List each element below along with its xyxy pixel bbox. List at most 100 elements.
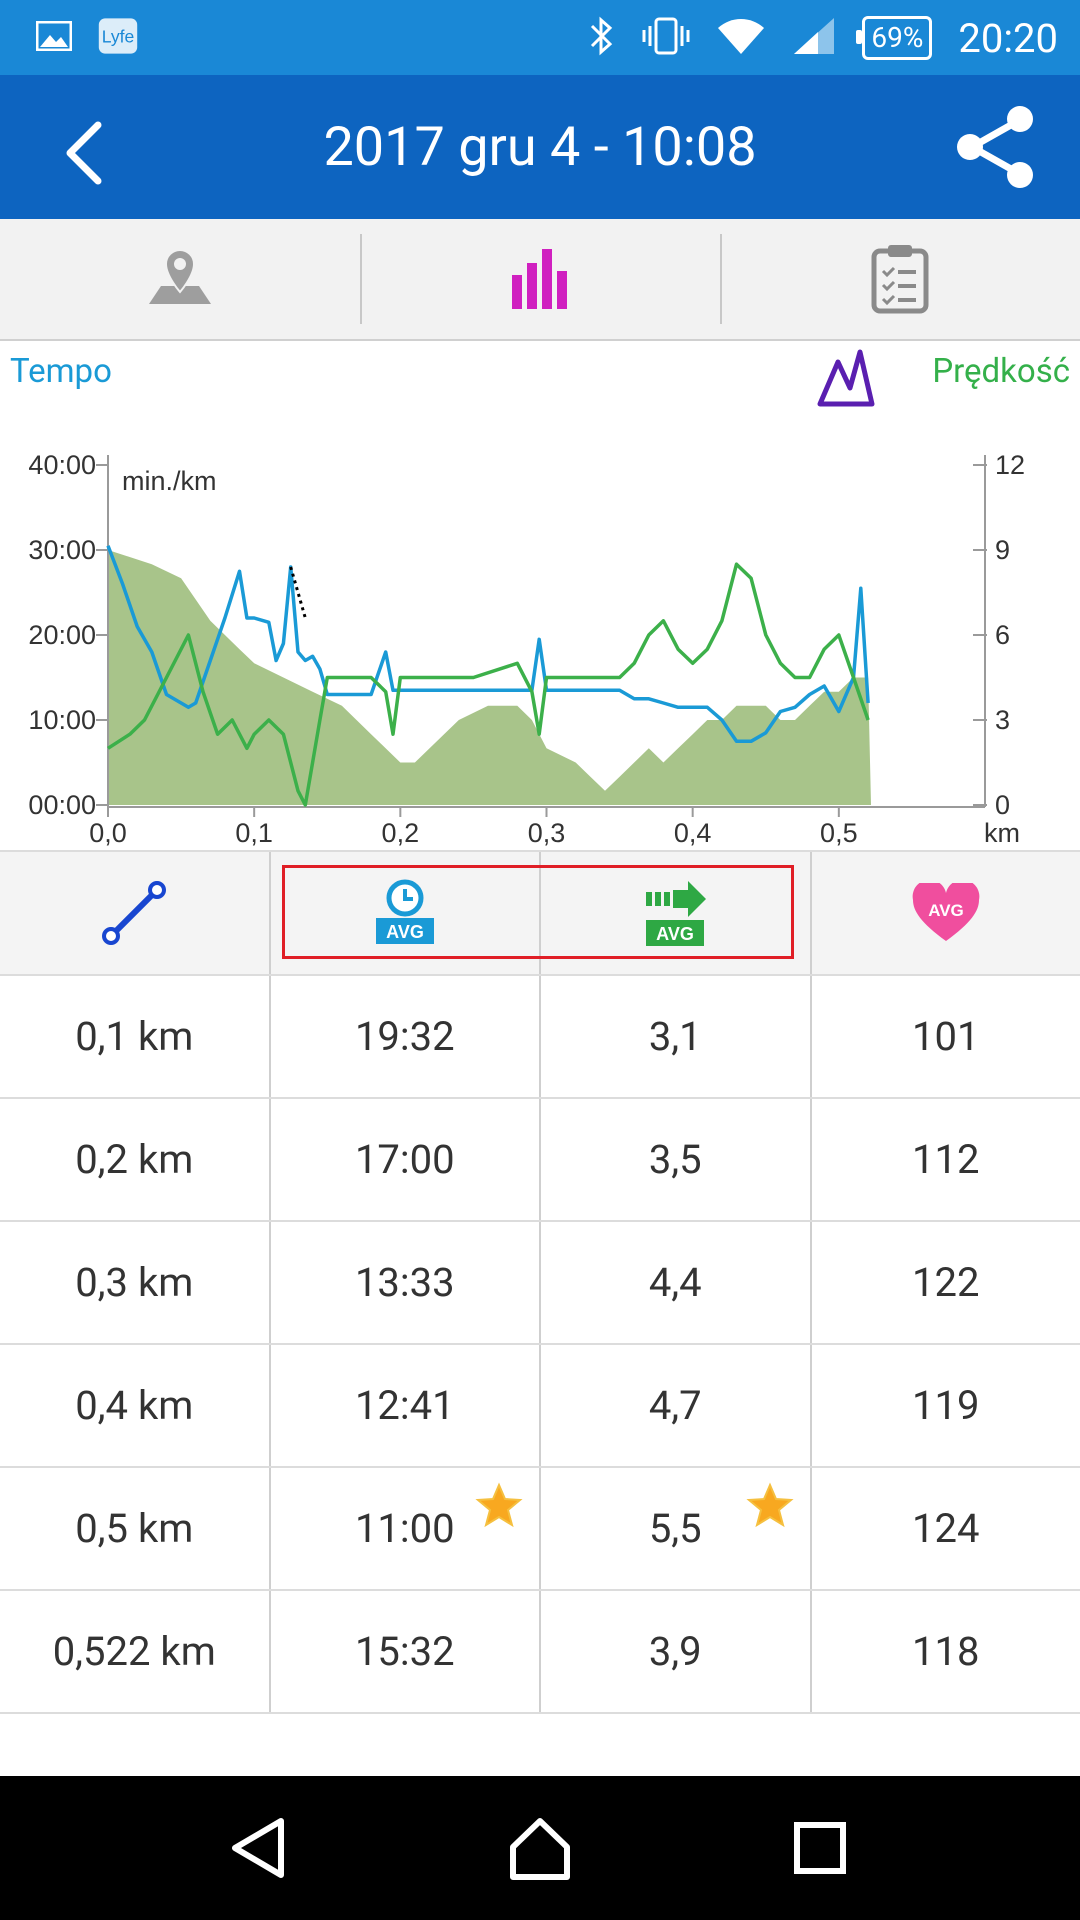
distance-cell: 0,522 km: [52, 1628, 216, 1675]
x-tick-label: 0,3: [528, 818, 566, 848]
wifi-icon: [716, 16, 766, 60]
app-bar: 2017 gru 4 - 10:08: [0, 75, 1080, 219]
recents-icon: [794, 1822, 846, 1874]
table-row[interactable]: 0,4 km 12:41 4,7 119: [0, 1345, 1080, 1468]
table-row[interactable]: 0,2 km 17:00 3,5 112: [0, 1099, 1080, 1222]
speed-value: 5,5: [648, 1505, 702, 1552]
nav-back-button[interactable]: [210, 1798, 310, 1898]
share-icon: [957, 106, 1033, 188]
speed-cell: 3,9: [539, 1591, 810, 1712]
table-row[interactable]: 0,522 km 15:32 3,9 118: [0, 1591, 1080, 1714]
heart-rate-cell: 124: [809, 1468, 1080, 1589]
x-tick-label: 0,1: [235, 818, 273, 848]
unit-label: min./km: [122, 466, 217, 496]
distance-cell: 0,4 km: [75, 1382, 194, 1429]
back-button[interactable]: [48, 111, 128, 191]
heart-rate-cell: 118: [809, 1591, 1080, 1712]
pace-cell: 17:00: [268, 1099, 540, 1220]
splits-table: AVG AVG AVG 0,1 km 19:32 3,1 101 0,2: [0, 850, 1080, 1714]
avg-speed-column-header[interactable]: AVG: [539, 852, 810, 974]
battery-indicator: 69%: [856, 16, 933, 60]
distance-cell: 0,3 km: [75, 1259, 194, 1306]
right-tick-label: 9: [995, 535, 1010, 565]
vibrate-icon: [642, 16, 690, 60]
pace-cell: 13:33: [268, 1222, 540, 1343]
pace-value: 11:00: [354, 1505, 455, 1552]
x-tick-label: 0,0: [89, 818, 127, 848]
x-tick-label: 0,5: [820, 818, 858, 848]
elevation-area: [108, 550, 871, 805]
clock: 20:20: [958, 14, 1058, 62]
avg-pace-column-header[interactable]: AVG: [268, 852, 540, 974]
x-tick-label: 0,4: [674, 818, 712, 848]
tab-summary[interactable]: [720, 219, 1080, 339]
bluetooth-icon: [588, 16, 616, 60]
avg-heart-rate-column-header[interactable]: AVG: [809, 852, 1080, 974]
left-tick-label: 20:00: [28, 620, 96, 650]
page-title: 2017 gru 4 - 10:08: [323, 116, 757, 179]
left-tick-label: 40:00: [28, 450, 96, 480]
chart-panel: 00:00 10:00 20:00 30:00 40:00 0 3 6 9 12 0,0 0,1 0,2…: [0, 340, 1080, 850]
table-row[interactable]: 0,1 km 19:32 3,1 101: [0, 976, 1080, 1099]
heart-rate-cell: 119: [809, 1345, 1080, 1466]
map-pin-icon: [149, 248, 211, 304]
mountain-icon: [817, 349, 875, 407]
pace-cell: 19:32: [268, 976, 540, 1097]
right-tick-label: 3: [995, 705, 1010, 735]
distance-cell: 0,1 km: [75, 1013, 194, 1060]
right-tick-label: 6: [995, 620, 1010, 650]
table-header: AVG AVG AVG: [0, 850, 1080, 976]
right-tick-label: 0: [995, 790, 1010, 820]
pace-speed-chart: 00:00 10:00 20:00 30:00 40:00 0 3 6 9 12 0,0 0,1 0,2…: [28, 450, 1025, 848]
lifestyle-app-icon: Lyfe: [98, 14, 138, 58]
speed-cell: 3,1: [539, 976, 810, 1097]
speed-legend-label[interactable]: Prędkość: [932, 352, 1070, 391]
bar-chart-icon: [512, 249, 567, 309]
home-icon: [510, 1818, 570, 1880]
x-tick-label: 0,2: [382, 818, 420, 848]
table-row[interactable]: 0,5 km 11:00 5,5 124: [0, 1468, 1080, 1591]
avg-heart-icon: AVG: [912, 883, 980, 941]
heart-rate-cell: 112: [809, 1099, 1080, 1220]
left-tick-label: 00:00: [28, 790, 96, 820]
signal-icon: [792, 16, 836, 60]
speed-cell: 4,7: [539, 1345, 810, 1466]
avg-badge-text: AVG: [386, 922, 424, 942]
tab-map[interactable]: [0, 219, 360, 339]
system-nav-bar: [0, 1776, 1080, 1920]
pace-cell: 15:32: [268, 1591, 540, 1712]
speed-cell: 3,5: [539, 1099, 810, 1220]
tempo-gap-dotted-line: [289, 566, 307, 619]
distance-cell: 0,5 km: [75, 1505, 194, 1552]
right-tick-label: 12: [995, 450, 1025, 480]
nav-home-button[interactable]: [490, 1798, 590, 1898]
distance-icon: [102, 881, 167, 945]
speed-line: [107, 562, 870, 807]
avg-badge-text: AVG: [656, 924, 694, 944]
tempo-legend-label[interactable]: Tempo: [10, 352, 112, 391]
back-icon: [232, 1818, 284, 1878]
heart-rate-cell: 122: [809, 1222, 1080, 1343]
avg-badge-text: AVG: [928, 901, 964, 920]
distance-cell: 0,2 km: [75, 1136, 194, 1183]
tab-charts[interactable]: [360, 219, 720, 339]
avg-time-icon: AVG: [375, 879, 434, 944]
chevron-left-icon: [66, 121, 102, 185]
nav-recents-button[interactable]: [770, 1798, 870, 1898]
speed-cell: 4,4: [539, 1222, 810, 1343]
gallery-icon: [34, 14, 74, 58]
share-button[interactable]: [948, 99, 1044, 195]
pace-cell: 12:41: [268, 1345, 540, 1466]
pace-cell: 11:00: [268, 1468, 540, 1589]
status-bar: Lyfe 69% 20:20: [0, 0, 1080, 75]
x-axis-label: km: [984, 818, 1020, 848]
clipboard-list-icon: [871, 245, 929, 314]
svg-text:Lyfe: Lyfe: [102, 26, 135, 46]
distance-column-header[interactable]: [0, 852, 269, 974]
elevation-toggle[interactable]: [816, 348, 876, 412]
table-row[interactable]: 0,3 km 13:33 4,4 122: [0, 1222, 1080, 1345]
tab-bar: [0, 219, 1080, 341]
heart-rate-cell: 101: [809, 976, 1080, 1097]
left-tick-label: 30:00: [28, 535, 96, 565]
star-icon: [745, 1482, 794, 1528]
